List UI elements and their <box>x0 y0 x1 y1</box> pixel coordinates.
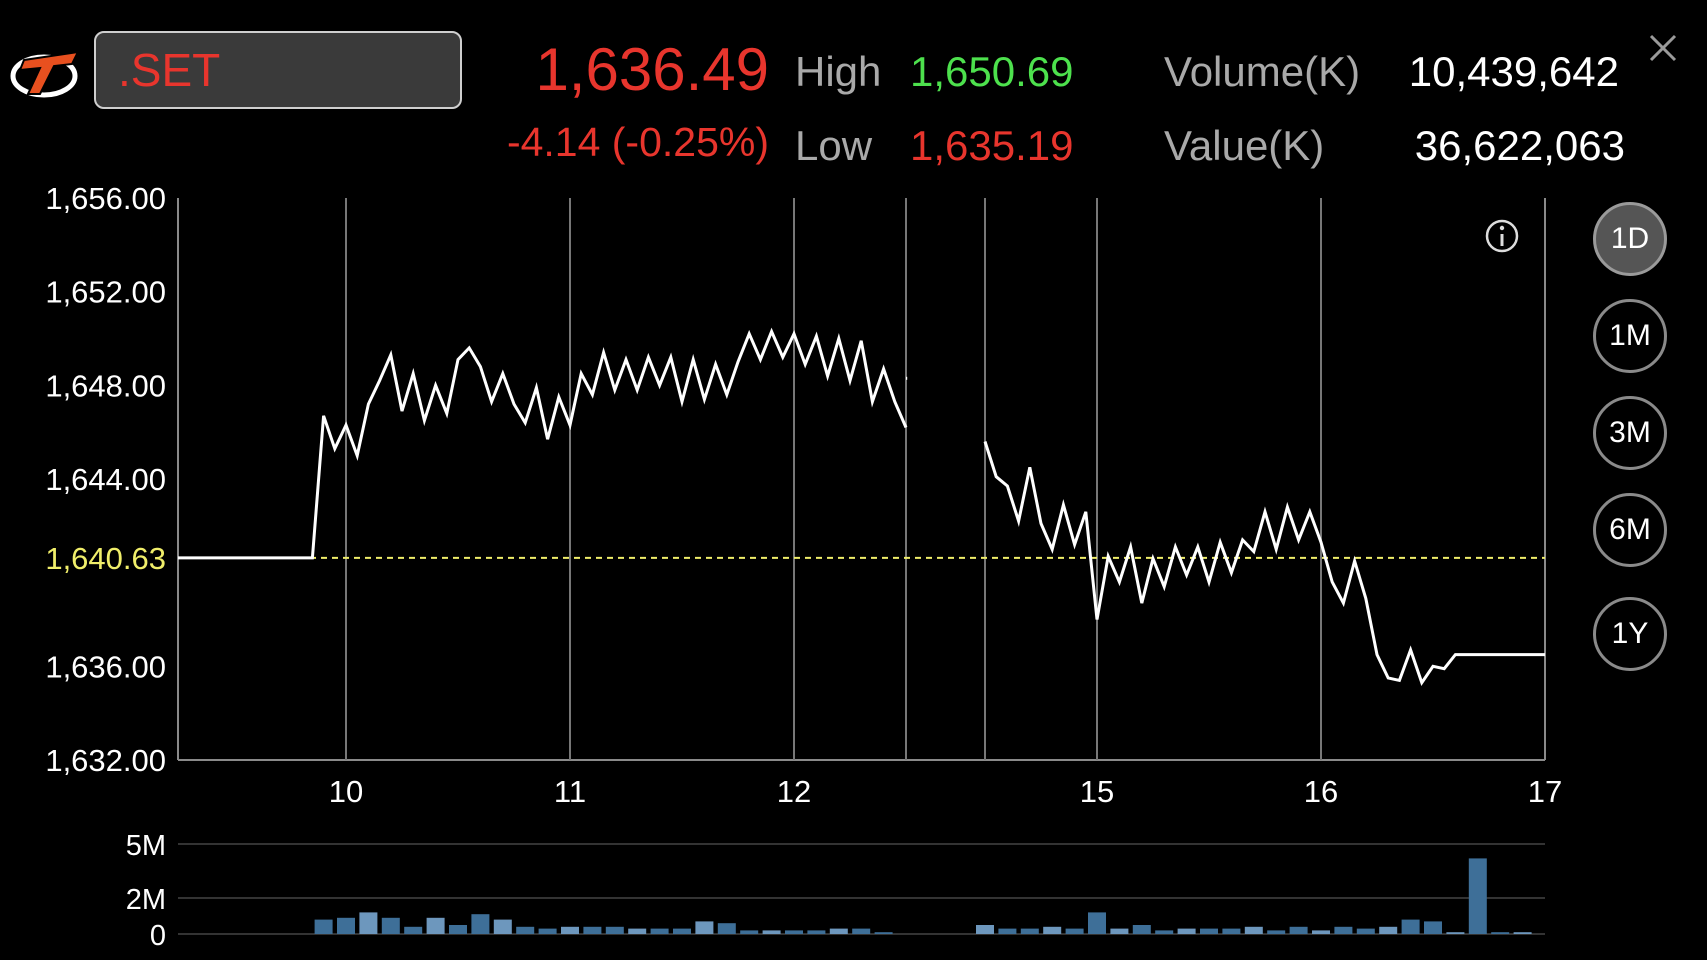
volume-bar <box>785 930 803 934</box>
x-tick-label: 11 <box>554 774 586 809</box>
volume-bar <box>740 930 759 934</box>
x-tick-label: 16 <box>1304 774 1338 809</box>
volume-bar <box>1043 926 1062 934</box>
info-icon[interactable] <box>1485 219 1519 253</box>
volume-bar <box>583 926 602 934</box>
period-button-6m[interactable]: 6M <box>1593 493 1667 567</box>
period-label: 3M <box>1609 416 1651 449</box>
volume-bar <box>829 928 848 934</box>
y-tick-label: 1,636.00 <box>45 649 166 684</box>
price-change: -4.14 (-0.25%) <box>506 119 769 165</box>
volume-bar <box>1356 928 1375 934</box>
volume-bar <box>1177 928 1196 934</box>
price-line <box>983 441 1545 687</box>
x-tick-label: 10 <box>329 774 363 809</box>
volume-bar <box>673 928 691 934</box>
volume-bar <box>1132 925 1151 934</box>
volume-bar <box>1110 928 1129 934</box>
volume-bar <box>538 928 557 934</box>
volume-label: Volume(K) <box>1164 48 1361 95</box>
volume-bar <box>1424 921 1442 934</box>
volume-bar <box>1020 928 1039 934</box>
volume-bar <box>561 926 579 934</box>
last-price: 1,636.49 <box>535 36 769 103</box>
volume-bar <box>1401 919 1420 934</box>
period-label: 1D <box>1610 222 1650 255</box>
x-tick-label: 17 <box>1528 774 1562 809</box>
low-value: 1,635.19 <box>910 122 1074 169</box>
logo <box>10 50 80 98</box>
volume-bar <box>516 926 535 934</box>
volume-bar <box>695 921 714 934</box>
volume-bar <box>1468 858 1487 934</box>
volume-bar <box>1088 912 1106 934</box>
volume-bar <box>1155 930 1174 934</box>
y-tick-label: 1,656.00 <box>45 181 166 216</box>
volume-bar <box>1312 930 1330 934</box>
volume-bar <box>605 926 624 934</box>
y-tick-label: 1,644.00 <box>45 462 166 497</box>
low-label: Low <box>795 122 873 169</box>
close-icon[interactable] <box>1645 30 1681 66</box>
volume-bar <box>998 928 1017 934</box>
value-value: 36,622,063 <box>1414 122 1625 169</box>
volume-bar <box>1200 928 1218 934</box>
volume-bar <box>1267 930 1286 934</box>
symbol-label[interactable]: .SET <box>118 44 221 96</box>
volume-bar <box>1222 928 1241 934</box>
y-tick-label: 1,652.00 <box>45 275 166 310</box>
volume-tick-label: 0 <box>150 920 166 952</box>
y-tick-label: 1,648.00 <box>45 368 166 403</box>
volume-bar <box>404 926 423 934</box>
value-label: Value(K) <box>1164 122 1325 169</box>
volume-bar <box>628 928 647 934</box>
volume-bar <box>1334 926 1353 934</box>
volume-bar <box>426 917 445 934</box>
period-label: 1Y <box>1611 617 1649 650</box>
volume-tick-label: 2M <box>126 884 166 916</box>
volume-bar <box>807 930 826 934</box>
volume-bar <box>449 925 467 934</box>
x-tick-label: 15 <box>1080 774 1114 809</box>
period-label: 1M <box>1609 319 1651 352</box>
volume-bar <box>717 923 736 934</box>
period-button-1d[interactable]: 1D <box>1593 202 1667 276</box>
volume-bar <box>874 932 893 934</box>
volume-bar <box>471 914 490 934</box>
period-button-1m[interactable]: 1M <box>1593 299 1667 373</box>
volume-bar <box>976 925 994 934</box>
y-tick-label: 1,632.00 <box>45 743 166 778</box>
period-button-3m[interactable]: 3M <box>1593 396 1667 470</box>
high-value: 1,650.69 <box>910 48 1074 95</box>
volume-bar <box>1491 932 1510 934</box>
volume-tick-label: 5M <box>126 830 166 862</box>
volume-bar <box>1446 932 1465 934</box>
volume-bar <box>852 928 871 934</box>
volume-bar <box>381 917 400 934</box>
volume-bar <box>337 917 355 934</box>
volume-bar <box>762 930 781 934</box>
volume-bar <box>1513 932 1532 934</box>
reference-label: 1,640.63 <box>45 541 166 576</box>
volume-bar <box>359 912 378 934</box>
volume-bar <box>1289 926 1308 934</box>
volume-value: 10,439,642 <box>1408 48 1619 95</box>
x-tick-label: 12 <box>777 774 811 809</box>
volume-bar <box>314 919 333 934</box>
period-button-1y[interactable]: 1Y <box>1593 597 1667 671</box>
price-line <box>178 327 908 560</box>
period-label: 6M <box>1609 513 1651 546</box>
volume-bar <box>1065 928 1084 934</box>
volume-bar <box>493 919 512 934</box>
volume-bar <box>650 928 669 934</box>
high-label: High <box>795 48 882 95</box>
symbol-search-box[interactable] <box>94 31 462 109</box>
volume-bar <box>1244 926 1263 934</box>
volume-bar <box>1379 926 1398 934</box>
